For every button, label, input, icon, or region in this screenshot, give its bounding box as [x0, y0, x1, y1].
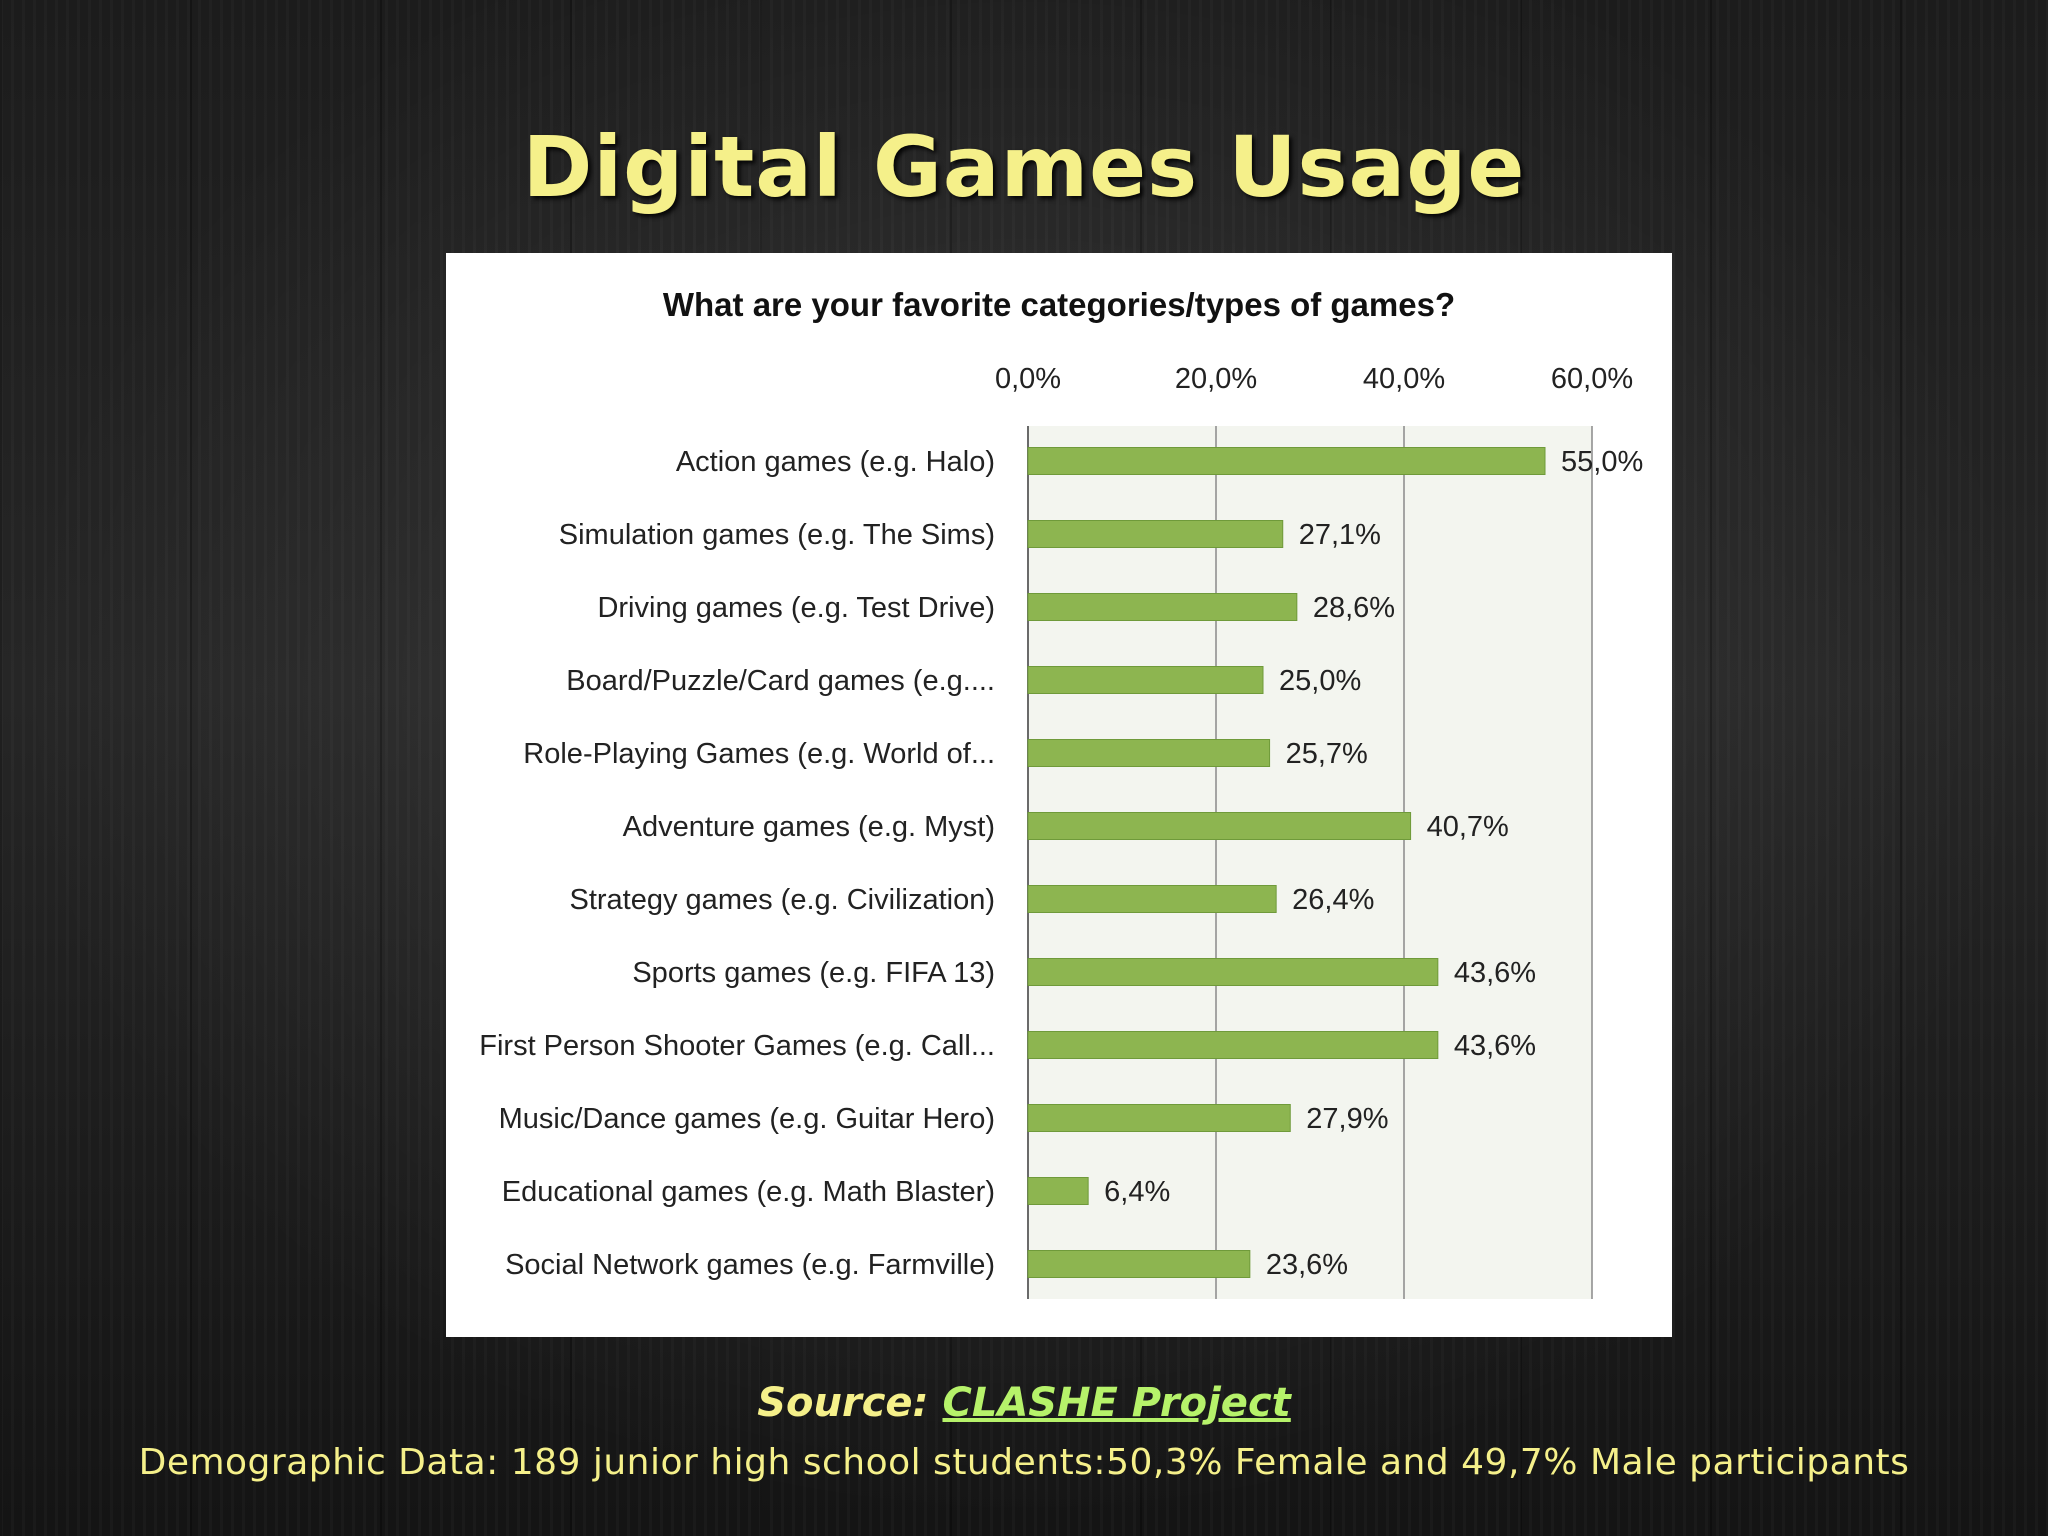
bar: [1027, 1104, 1291, 1132]
source-prefix: Source:: [757, 1380, 929, 1426]
category-label: Board/Puzzle/Card games (e.g....: [566, 665, 995, 697]
bar: [1027, 593, 1298, 621]
bar: [1027, 1250, 1251, 1278]
category-label: First Person Shooter Games (e.g. Call...: [479, 1030, 995, 1062]
category-label: Sports games (e.g. FIFA 13): [632, 957, 995, 989]
bar: [1027, 447, 1546, 475]
category-label: Music/Dance games (e.g. Guitar Hero): [499, 1103, 995, 1135]
data-label: 43,6%: [1454, 957, 1536, 989]
chart-panel: What are your favorite categories/types …: [446, 253, 1672, 1337]
bar: [1027, 885, 1277, 913]
source-link[interactable]: CLASHE Project: [942, 1380, 1291, 1426]
data-label: 25,7%: [1286, 738, 1368, 770]
source-line: Source: CLASHE Project: [0, 1380, 2048, 1426]
x-tick-label: 60,0%: [1551, 363, 1633, 395]
bar-chart: What are your favorite categories/types …: [479, 286, 1643, 1299]
category-label: Adventure games (e.g. Myst): [623, 811, 995, 843]
data-label: 6,4%: [1104, 1176, 1170, 1208]
data-label: 26,4%: [1292, 884, 1374, 916]
category-label: Action games (e.g. Halo): [676, 446, 995, 478]
bar: [1027, 666, 1264, 694]
category-label: Role-Playing Games (e.g. World of...: [523, 738, 995, 770]
data-label: 43,6%: [1454, 1030, 1536, 1062]
bar: [1027, 520, 1284, 548]
bar: [1027, 739, 1271, 767]
bar: [1027, 958, 1439, 986]
data-label: 55,0%: [1561, 446, 1643, 478]
category-label: Driving games (e.g. Test Drive): [597, 592, 995, 624]
chart-title: What are your favorite categories/types …: [663, 286, 1455, 323]
plot-background: [1028, 426, 1592, 1299]
x-tick-label: 20,0%: [1175, 363, 1257, 395]
category-label: Educational games (e.g. Math Blaster): [502, 1176, 995, 1208]
bar: [1027, 1031, 1439, 1059]
data-label: 27,9%: [1306, 1103, 1388, 1135]
bar: [1027, 1177, 1089, 1205]
demographic-note: Demographic Data: 189 junior high school…: [138, 1442, 1910, 1483]
category-label: Strategy games (e.g. Civilization): [570, 884, 996, 916]
category-label: Social Network games (e.g. Farmville): [505, 1249, 995, 1281]
x-tick-label: 40,0%: [1363, 363, 1445, 395]
plot-area: 0,0% 20,0% 40,0% 60,0% Action games (e.g. Ha…: [479, 363, 1643, 1299]
category-label: Simulation games (e.g. The Sims): [559, 519, 995, 551]
slide-title: Digital Games Usage: [522, 118, 1526, 216]
data-label: 23,6%: [1266, 1249, 1348, 1281]
data-label: 28,6%: [1313, 592, 1395, 624]
data-label: 25,0%: [1279, 665, 1361, 697]
bar: [1027, 812, 1412, 840]
data-label: 40,7%: [1427, 811, 1509, 843]
x-tick-label: 0,0%: [995, 363, 1061, 395]
data-label: 27,1%: [1299, 519, 1381, 551]
